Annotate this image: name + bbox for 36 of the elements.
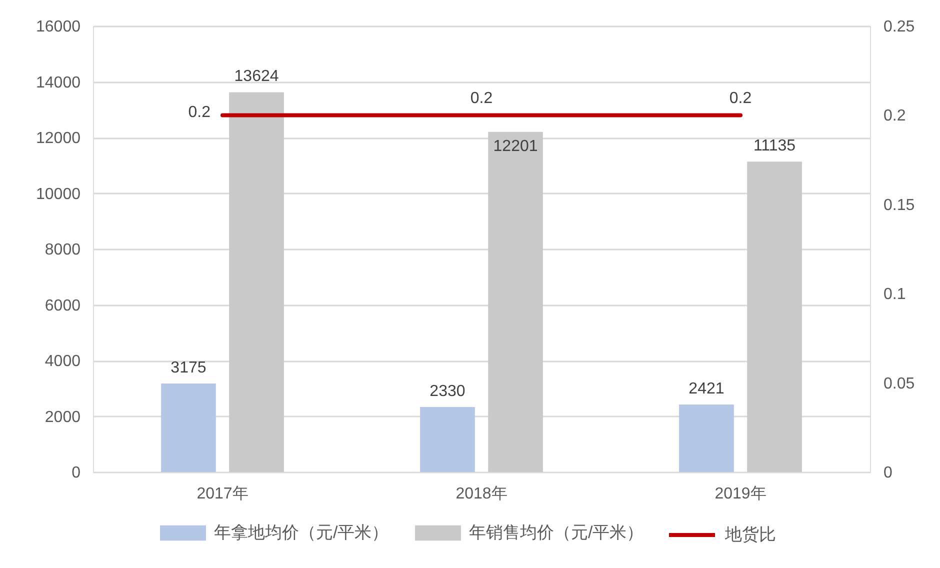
y-tick-label: 2000	[44, 408, 81, 426]
y-tick-label: 12000	[36, 130, 81, 147]
y-tick-label: 4000	[44, 353, 81, 370]
y-tick-label: 6000	[44, 297, 81, 314]
x-tick-label: 2019年	[714, 486, 766, 502]
bar	[679, 404, 734, 472]
bar	[229, 92, 284, 472]
x-tick-label: 2017年	[196, 486, 248, 502]
data-label: 2421	[688, 380, 724, 398]
data-label: 13624	[234, 68, 279, 86]
data-label: 12201	[493, 138, 538, 155]
y-tick-label: 14000	[36, 74, 81, 92]
y-tick-label: 8000	[44, 242, 81, 258]
legend-label: 年拿地均价（元/平米）	[214, 523, 389, 542]
data-label: 0.2	[188, 104, 211, 122]
y2-tick-label: 0.15	[884, 196, 915, 214]
y2-tick-label: 0	[884, 464, 892, 482]
data-label: 2330	[430, 383, 466, 400]
y-tick-label: 16000	[36, 18, 81, 36]
y2-tick-label: 0.2	[884, 108, 906, 125]
x-tick-label: 2018年	[456, 486, 508, 502]
data-label: 0.2	[470, 90, 493, 108]
y2-tick-label: 0.05	[884, 375, 915, 392]
y-tick-label: 10000	[36, 186, 81, 203]
bar	[488, 132, 543, 472]
data-label: 3175	[170, 359, 206, 376]
data-label: 0.2	[729, 90, 752, 108]
data-label: 11135	[753, 138, 796, 155]
y-tick-label: 0	[72, 464, 81, 482]
y2-tick-label: 0.25	[884, 18, 915, 36]
legend-label: 地货比	[724, 525, 776, 544]
bar	[161, 383, 216, 472]
y2-tick-label: 0.1	[884, 286, 906, 304]
legend-label: 年销售均价（元/平米）	[469, 523, 644, 542]
bar	[420, 407, 475, 472]
bar	[747, 162, 802, 472]
